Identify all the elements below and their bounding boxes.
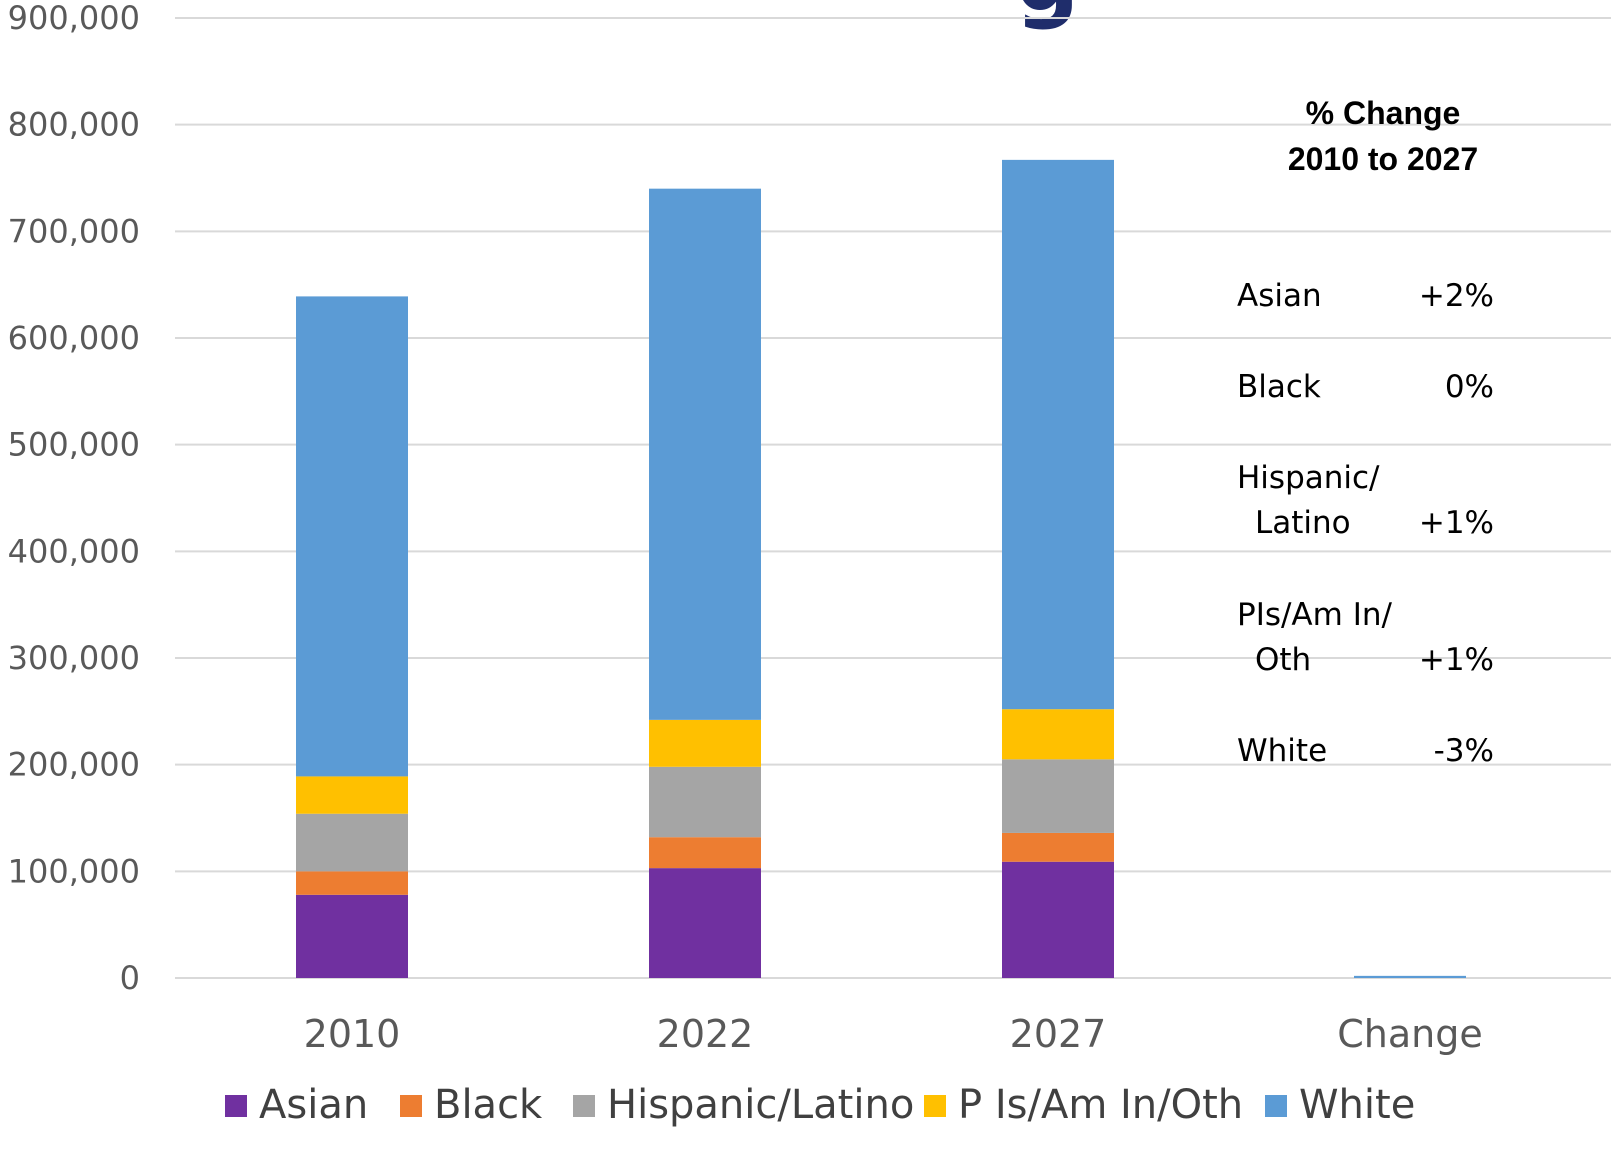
title-fragment: g [1015,0,1079,32]
y-tick-label: 700,000 [8,212,140,250]
y-tick-label: 300,000 [8,639,140,677]
y-tick-label: 100,000 [8,852,140,890]
x-axis: 2010 2022 2027 Change [304,1012,1483,1056]
bar-segment [296,296,408,777]
annotation-row-label: Hispanic/ [1237,460,1380,496]
x-tick-label: Change [1337,1012,1483,1056]
bar-segment [296,871,408,895]
bar-segment [296,813,408,872]
percent-change-annotation: % Change 2010 to 2027 Asian +2% Black 0% Hispa… [1237,95,1494,769]
legend-label: Asian [259,1082,368,1128]
annotation-row-label: Black [1237,369,1321,405]
legend-swatch [400,1095,422,1117]
legend-swatch [573,1095,595,1117]
bar-segment [1002,709,1114,760]
gridlines [175,17,1611,979]
annotation-row-label: PIs/Am In/ [1237,597,1392,633]
legend-label: Hispanic/Latino [607,1082,914,1128]
y-tick-label: 600,000 [8,319,140,357]
legend-swatch [1265,1095,1287,1117]
bar-segment [649,766,761,838]
annotation-row-value: 0% [1445,369,1494,405]
legend-swatch [924,1095,946,1117]
y-tick-label: 0 [120,959,140,997]
annotation-row-value: +1% [1419,642,1494,678]
annotation-title: % Change [1306,95,1461,131]
legend-label: White [1299,1082,1415,1128]
bars [296,159,1466,978]
bar-segment [649,868,761,978]
annotation-row-value: +1% [1419,505,1494,541]
y-tick-label: 900,000 [8,0,140,37]
legend-swatch [225,1095,247,1117]
legend: Asian Black Hispanic/Latino P Is/Am In/Oth W… [225,1082,1415,1128]
annotation-row-value: +2% [1419,278,1494,314]
annotation-title: 2010 to 2027 [1288,141,1478,177]
bar-segment [1002,159,1114,710]
legend-label: Black [434,1082,543,1128]
bar-segment [649,188,761,720]
y-axis: 0 100,000 200,000 300,000 400,000 500,000 600,… [8,0,140,997]
bar-segment [649,719,761,767]
bar-segment [296,894,408,978]
annotation-row-label: Oth [1255,642,1311,678]
bar-segment [1002,759,1114,833]
y-tick-label: 500,000 [8,426,140,464]
y-tick-label: 800,000 [8,106,140,144]
y-tick-label: 400,000 [8,532,140,570]
bar-segment [296,776,408,814]
bar-segment [1354,975,1466,978]
annotation-row-label: Latino [1255,505,1351,541]
bar-segment [649,837,761,869]
bar-segment [1002,832,1114,862]
annotation-row-value: -3% [1434,733,1494,769]
x-tick-label: 2022 [657,1012,754,1056]
bar-segment [1002,861,1114,978]
x-tick-label: 2010 [304,1012,401,1056]
legend-label: P Is/Am In/Oth [958,1082,1243,1128]
y-tick-label: 200,000 [8,746,140,784]
annotation-row-label: Asian [1237,278,1322,314]
x-tick-label: 2027 [1010,1012,1107,1056]
annotation-row-label: White [1237,733,1327,769]
